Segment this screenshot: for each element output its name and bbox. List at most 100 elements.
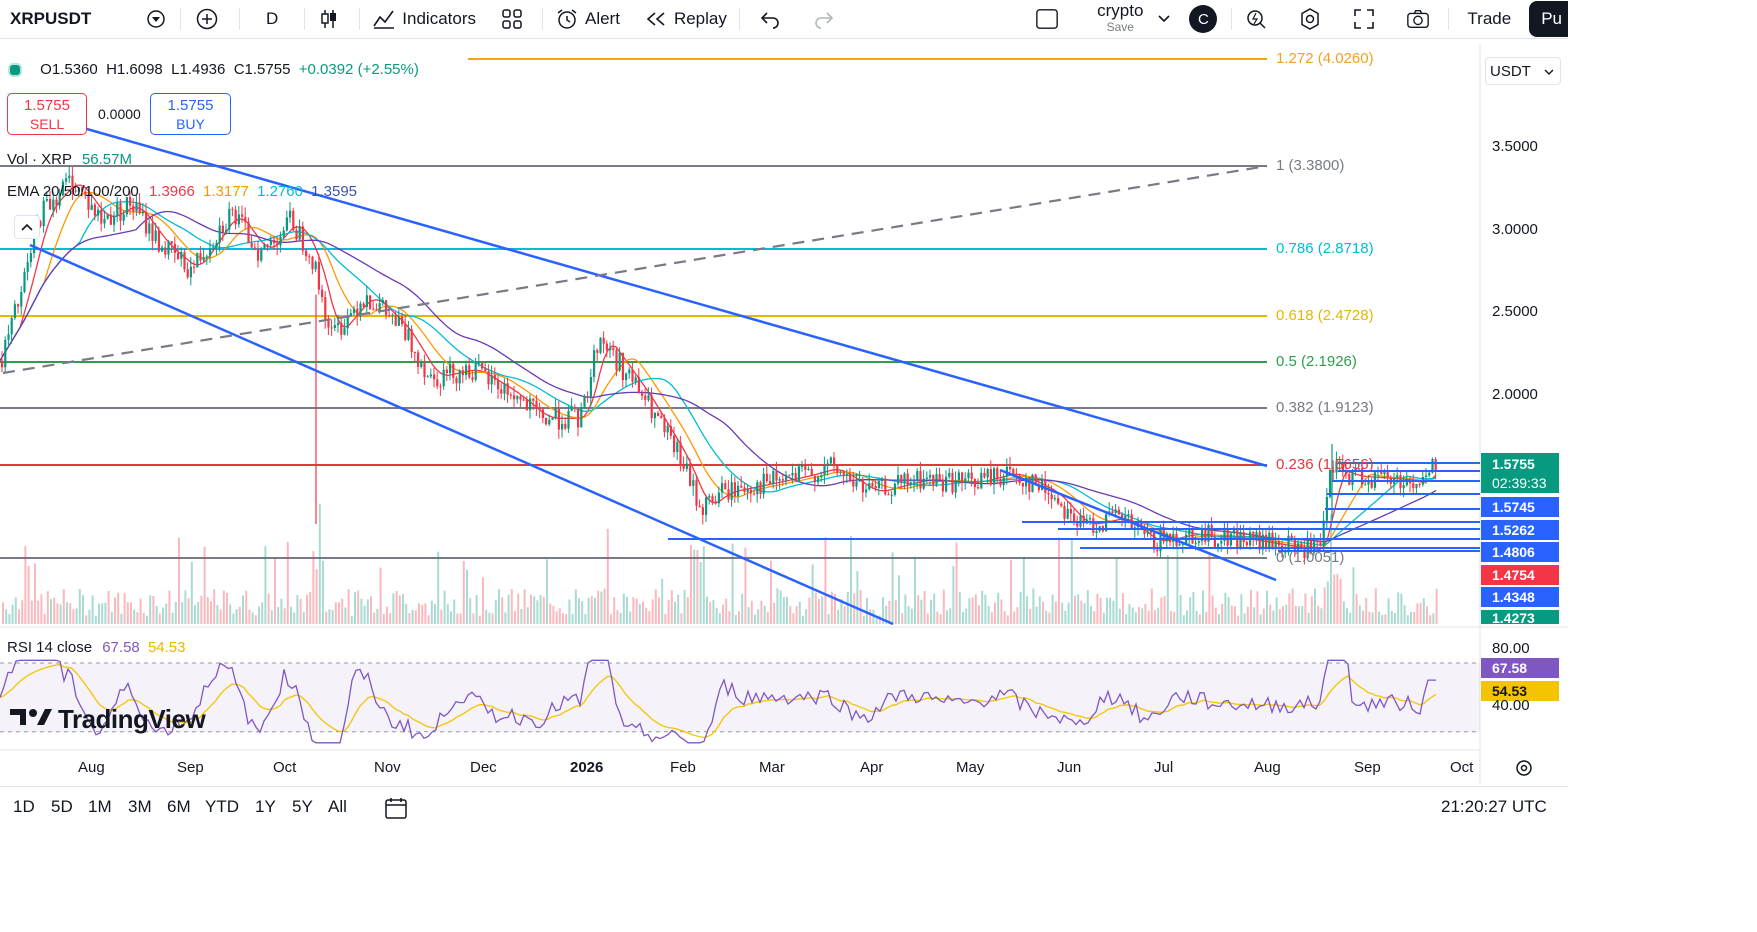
add-symbol-button[interactable] bbox=[181, 0, 239, 38]
candle-body bbox=[1188, 529, 1191, 535]
volume-bar bbox=[120, 613, 123, 624]
replay-button[interactable]: Replay bbox=[632, 0, 739, 38]
candle-body bbox=[55, 199, 58, 206]
candle-body bbox=[721, 483, 724, 493]
volume-bar bbox=[59, 604, 62, 624]
compare-symbol-button[interactable] bbox=[138, 0, 180, 38]
publish-button[interactable]: Pu bbox=[1529, 1, 1568, 37]
volume-bar bbox=[446, 604, 449, 624]
redo-button[interactable] bbox=[800, 0, 854, 38]
candle-body bbox=[359, 303, 362, 317]
candle-body bbox=[273, 239, 276, 244]
candle-body bbox=[4, 339, 7, 368]
range-button-ytd[interactable]: YTD bbox=[205, 797, 239, 816]
range-button-all[interactable]: All bbox=[328, 797, 347, 816]
candle-body bbox=[417, 352, 420, 367]
candle-body bbox=[289, 210, 292, 218]
volume-bar bbox=[190, 561, 193, 624]
screenshot-button[interactable] bbox=[1394, 0, 1448, 38]
volume-bar bbox=[248, 609, 251, 624]
volume-bar bbox=[261, 602, 264, 624]
trend-line-dashed bbox=[2, 164, 1268, 375]
volume-bar bbox=[318, 503, 321, 624]
indicators-button[interactable]: Indicators bbox=[360, 0, 488, 38]
range-button-1m[interactable]: 1M bbox=[88, 797, 112, 816]
candle-body bbox=[1303, 548, 1306, 559]
account-avatar[interactable]: C bbox=[1175, 0, 1231, 38]
candle-body bbox=[279, 236, 282, 246]
range-button-1y[interactable]: 1Y bbox=[255, 797, 276, 816]
interval-label: D bbox=[266, 9, 279, 28]
time-axis-settings-button[interactable] bbox=[1513, 757, 1535, 784]
volume-bar bbox=[395, 591, 398, 624]
volume-bar bbox=[539, 594, 542, 624]
chart-type-button[interactable] bbox=[305, 0, 359, 38]
interval-button[interactable]: D bbox=[240, 0, 304, 38]
candle-body bbox=[349, 313, 352, 317]
quick-search-button[interactable] bbox=[1232, 0, 1286, 38]
utc-clock[interactable]: 21:20:27 UTC bbox=[1441, 797, 1547, 816]
volume-bar bbox=[306, 594, 308, 624]
buy-button[interactable]: 1.5755 BUY bbox=[150, 93, 231, 135]
select-layout-button[interactable] bbox=[1023, 0, 1077, 38]
candle-body bbox=[97, 209, 100, 216]
range-button-6m[interactable]: 6M bbox=[167, 797, 191, 816]
volume-bar bbox=[242, 595, 244, 624]
range-button-1d[interactable]: 1D bbox=[13, 797, 35, 816]
volume-bar bbox=[795, 606, 798, 624]
date-range-button[interactable] bbox=[383, 796, 409, 825]
candle-body bbox=[801, 465, 804, 467]
layout-dropdown-button[interactable] bbox=[1153, 0, 1175, 38]
fullscreen-button[interactable] bbox=[1340, 0, 1394, 38]
volume-bar bbox=[1189, 597, 1192, 624]
volume-bar bbox=[270, 610, 273, 624]
undo-button[interactable] bbox=[740, 0, 800, 38]
candle-body bbox=[685, 463, 688, 469]
volume-bar bbox=[363, 605, 366, 624]
volume-bar bbox=[981, 590, 984, 624]
rsi-value-tag: 67.58 bbox=[1481, 658, 1559, 678]
sell-button[interactable]: 1.5755 SELL bbox=[7, 93, 87, 135]
price-chart[interactable] bbox=[0, 44, 1568, 784]
volume-bar bbox=[389, 613, 392, 624]
alert-button[interactable]: Alert bbox=[543, 0, 632, 38]
settings-button[interactable] bbox=[1286, 0, 1340, 38]
candle-body bbox=[935, 474, 938, 485]
candle-body bbox=[1271, 532, 1274, 550]
volume-bar bbox=[510, 588, 513, 624]
price-tag: 1.5262 bbox=[1481, 520, 1559, 540]
candle-body bbox=[1025, 477, 1028, 487]
volume-bar bbox=[683, 589, 686, 624]
volume-bar bbox=[1435, 588, 1438, 624]
candle-body bbox=[410, 329, 413, 353]
layout-menu[interactable]: crypto Save bbox=[1077, 0, 1153, 38]
range-button-3m[interactable]: 3M bbox=[128, 797, 152, 816]
trade-button[interactable]: Trade bbox=[1449, 0, 1529, 38]
candle-body bbox=[909, 482, 912, 485]
volume-bar bbox=[549, 603, 552, 624]
candle-body bbox=[871, 483, 874, 487]
collapse-legend-button[interactable] bbox=[14, 215, 40, 239]
ohlc-low: L1.4936 bbox=[171, 61, 226, 78]
volume-bar bbox=[1243, 613, 1246, 624]
candle-body bbox=[1265, 534, 1268, 548]
tradingview-logo[interactable]: TradingView bbox=[10, 704, 206, 735]
candle-body bbox=[250, 243, 253, 248]
candle-body bbox=[221, 225, 224, 233]
volume-bar bbox=[18, 609, 20, 624]
candle-body bbox=[522, 399, 525, 401]
candle-body bbox=[29, 253, 32, 263]
volume-bar bbox=[1125, 614, 1128, 624]
candle-body bbox=[1277, 541, 1280, 546]
volume-bar bbox=[1019, 592, 1022, 624]
templates-button[interactable] bbox=[488, 0, 542, 38]
ema200-value: 1.3595 bbox=[311, 183, 358, 200]
currency-select[interactable]: USDT bbox=[1485, 57, 1561, 85]
symbol-search[interactable]: XRPUSDT bbox=[0, 0, 138, 38]
range-button-5d[interactable]: 5D bbox=[51, 797, 73, 816]
volume-bar bbox=[402, 594, 404, 624]
range-button-5y[interactable]: 5Y bbox=[292, 797, 313, 816]
candle-body bbox=[343, 328, 346, 335]
volume-bar bbox=[136, 612, 139, 624]
divider bbox=[180, 8, 181, 30]
